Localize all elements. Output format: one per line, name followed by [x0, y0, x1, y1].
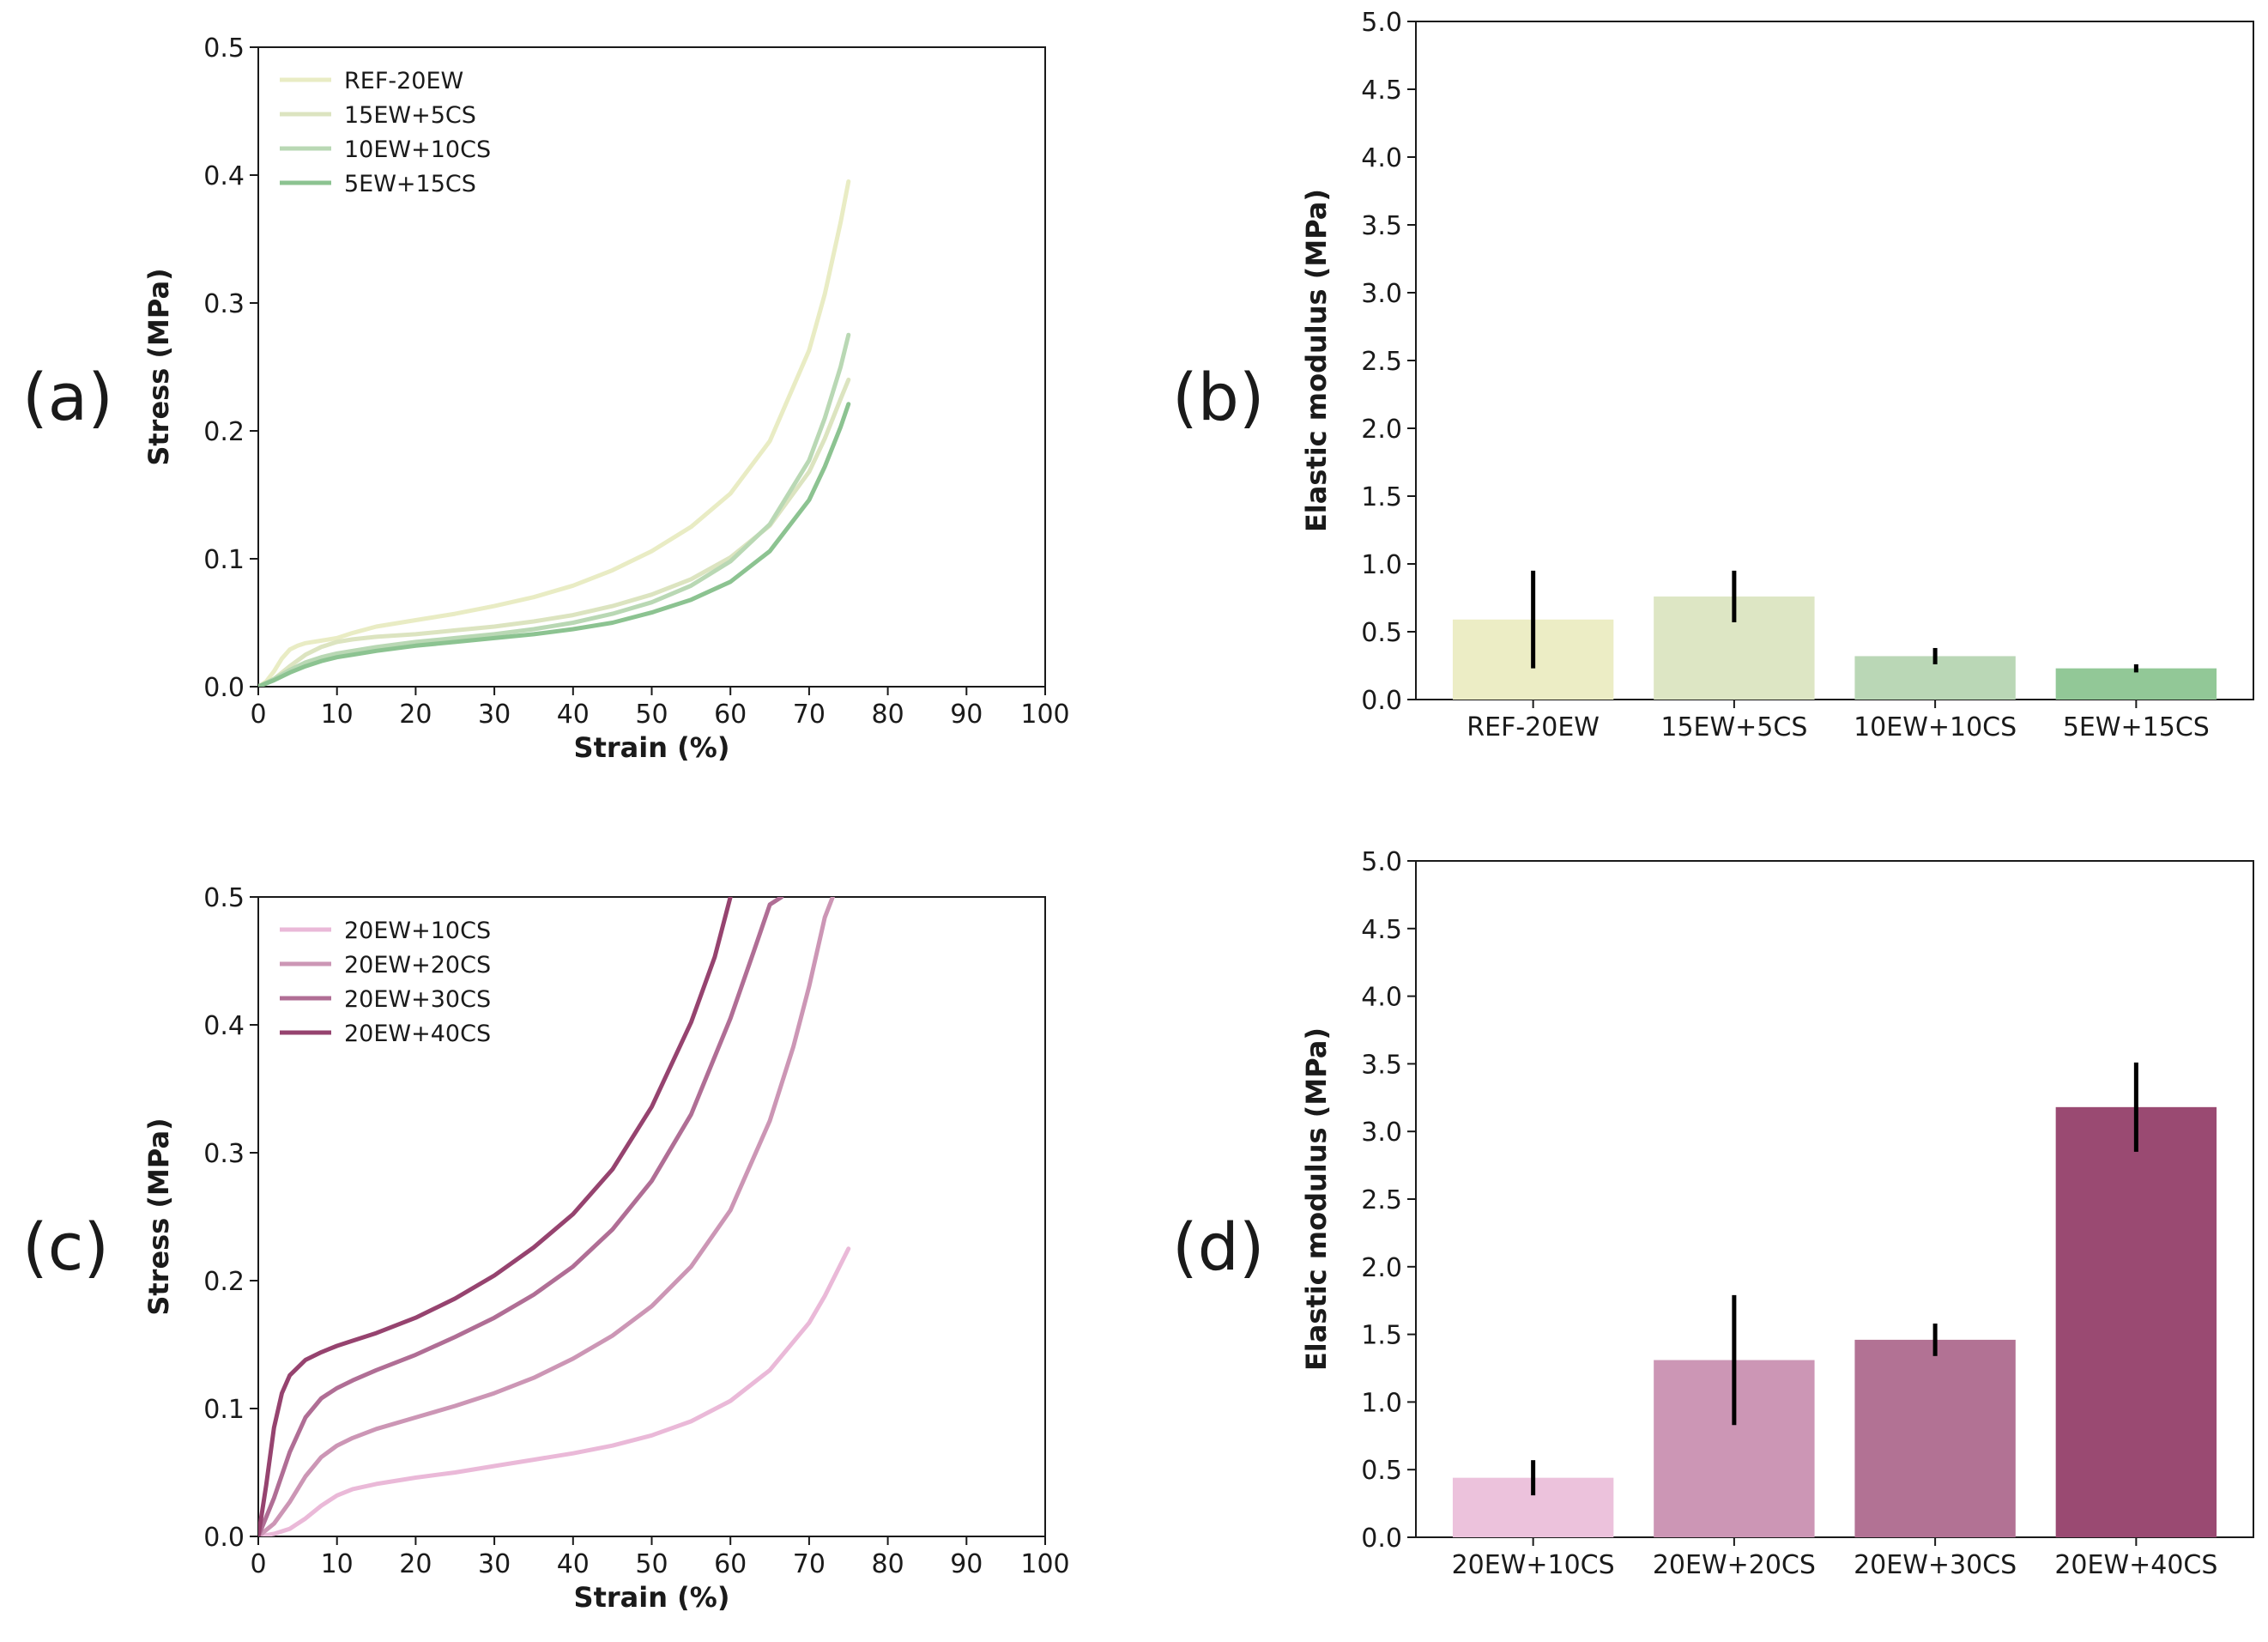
y-tick-label: 4.5	[1361, 915, 1402, 945]
y-tick-label: 1.0	[1361, 550, 1402, 580]
panel-label-a: (a)	[22, 359, 113, 435]
plot-frame-b	[1415, 21, 2254, 700]
x-tick-label: 70	[793, 700, 826, 730]
legend-label: 5EW+15CS	[344, 171, 476, 197]
series-line-20EW+20CS	[258, 897, 835, 1536]
series-line-5EW+15CS	[258, 402, 851, 687]
series-line-20EW+30CS	[258, 897, 784, 1536]
y-tick-label: 1.0	[1361, 1388, 1402, 1418]
x-tick-label: 10	[321, 1549, 354, 1579]
y-tick-label: 0.0	[1361, 1524, 1402, 1554]
y-tick-label: 2.0	[1361, 415, 1402, 445]
x-axis-label: Strain (%)	[574, 1581, 730, 1614]
x-tick-label: 70	[793, 1549, 826, 1579]
x-tick-label: 30	[478, 700, 511, 730]
y-tick-label: 0.5	[203, 33, 245, 64]
y-tick-label: 0.0	[203, 1523, 245, 1553]
legend-label: 20EW+10CS	[344, 918, 491, 944]
panel-label-c: (c)	[22, 1209, 110, 1285]
series-line-20EW+10CS	[258, 1246, 851, 1536]
x-tick-label: 20	[399, 700, 432, 730]
legend-label: 20EW+30CS	[344, 986, 491, 1013]
x-tick-label: 80	[872, 700, 904, 730]
x-tick-label: 10EW+10CS	[1854, 712, 2017, 742]
x-tick-label: 0	[250, 700, 266, 730]
x-tick-label: 40	[557, 700, 590, 730]
y-tick-label: 0.4	[203, 161, 245, 191]
y-tick-label: 2.0	[1361, 1253, 1402, 1283]
x-tick-label: 20EW+30CS	[1854, 1550, 2017, 1580]
bar-20EW+30CS	[1854, 1339, 2016, 1537]
y-axis-label: Stress (MPa)	[142, 1118, 175, 1315]
y-tick-label: 0.2	[203, 417, 245, 447]
y-tick-label: 0.0	[1361, 686, 1402, 716]
y-axis-label: Stress (MPa)	[142, 268, 175, 465]
y-tick-label: 0.4	[203, 1011, 245, 1041]
x-tick-label: 30	[478, 1549, 511, 1579]
y-tick-label: 2.5	[1361, 347, 1402, 377]
bar-20EW+40CS	[2055, 1106, 2217, 1537]
x-tick-label: 60	[714, 700, 747, 730]
x-tick-label: 90	[950, 1549, 983, 1579]
x-tick-label: 20EW+40CS	[2054, 1550, 2217, 1580]
x-tick-label: 50	[635, 700, 668, 730]
legend-label: REF-20EW	[344, 68, 463, 94]
series-line-REF-20EW	[258, 179, 851, 687]
series-line-10EW+10CS	[258, 332, 851, 687]
y-tick-label: 1.5	[1361, 1321, 1402, 1351]
x-tick-label: 0	[250, 1549, 266, 1579]
x-tick-label: 40	[557, 1549, 590, 1579]
legend-label: 10EW+10CS	[344, 136, 491, 163]
y-axis-label: Elastic modulus (MPa)	[1300, 1027, 1333, 1371]
y-tick-label: 0.3	[203, 1139, 245, 1169]
x-tick-label: 10	[321, 700, 354, 730]
y-tick-label: 3.0	[1361, 279, 1402, 309]
y-tick-label: 1.5	[1361, 482, 1402, 512]
y-tick-label: 3.5	[1361, 211, 1402, 241]
y-tick-label: 0.5	[203, 883, 245, 913]
x-tick-label: 20EW+10CS	[1452, 1550, 1615, 1580]
panel-label-d: (d)	[1172, 1209, 1265, 1285]
y-tick-label: 3.0	[1361, 1118, 1402, 1148]
x-tick-label: 20EW+20CS	[1653, 1550, 1816, 1580]
y-tick-label: 0.5	[1361, 618, 1402, 648]
y-tick-label: 2.5	[1361, 1185, 1402, 1215]
y-tick-label: 0.1	[203, 545, 245, 575]
legend-label: 15EW+5CS	[344, 102, 476, 129]
bar-5EW+15CS	[2055, 668, 2217, 700]
y-tick-label: 5.0	[1361, 847, 1402, 877]
x-tick-label: 5EW+15CS	[2063, 712, 2210, 742]
y-axis-label: Elastic modulus (MPa)	[1300, 189, 1333, 532]
y-tick-label: 0.5	[1361, 1456, 1402, 1486]
legend-label: 20EW+40CS	[344, 1021, 491, 1047]
x-axis-label: Strain (%)	[574, 731, 730, 764]
y-tick-label: 4.0	[1361, 143, 1402, 173]
series-line-20EW+40CS	[258, 897, 733, 1536]
y-tick-label: 5.0	[1361, 8, 1402, 38]
series-line-15EW+5CS	[258, 377, 851, 687]
panel-label-b: (b)	[1172, 359, 1265, 435]
y-tick-label: 0.0	[203, 673, 245, 703]
x-tick-label: 60	[714, 1549, 747, 1579]
x-tick-label: 80	[872, 1549, 904, 1579]
x-tick-label: REF-20EW	[1467, 712, 1600, 742]
y-tick-label: 0.2	[203, 1267, 245, 1297]
x-tick-label: 90	[950, 700, 983, 730]
x-tick-label: 15EW+5CS	[1660, 712, 1807, 742]
x-tick-label: 20	[399, 1549, 432, 1579]
x-tick-label: 100	[1020, 700, 1069, 730]
x-tick-label: 100	[1020, 1549, 1069, 1579]
y-tick-label: 4.5	[1361, 76, 1402, 106]
y-tick-label: 4.0	[1361, 983, 1402, 1013]
legend-label: 20EW+20CS	[344, 952, 491, 979]
x-tick-label: 50	[635, 1549, 668, 1579]
y-tick-label: 0.3	[203, 289, 245, 319]
y-tick-label: 0.1	[203, 1395, 245, 1425]
y-tick-label: 3.5	[1361, 1050, 1402, 1080]
